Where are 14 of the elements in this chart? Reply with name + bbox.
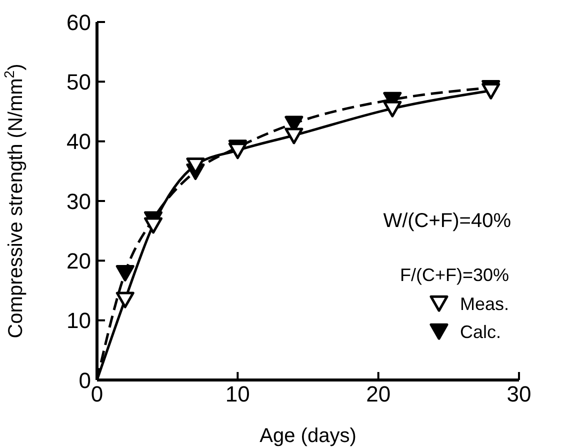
x-tick-label: 20 <box>366 382 391 407</box>
x-tick-label: 30 <box>506 382 532 407</box>
y-tick-label: 30 <box>66 188 91 214</box>
annotation: W/(C+F)=40% <box>383 210 511 233</box>
y-tick-label: 10 <box>66 308 91 334</box>
legend-label: Meas. <box>460 294 509 314</box>
y-tick-label: 50 <box>66 69 91 94</box>
legend-label: Calc. <box>460 322 501 342</box>
y-tick-label: 40 <box>66 129 91 154</box>
y-tick-label: 20 <box>66 248 91 274</box>
legend-title: F/(C+F)=30% <box>398 265 509 286</box>
y-tick-label: 60 <box>66 10 91 35</box>
x-tick-label: 10 <box>225 382 250 407</box>
x-axis-title: Age (days) <box>260 425 356 447</box>
